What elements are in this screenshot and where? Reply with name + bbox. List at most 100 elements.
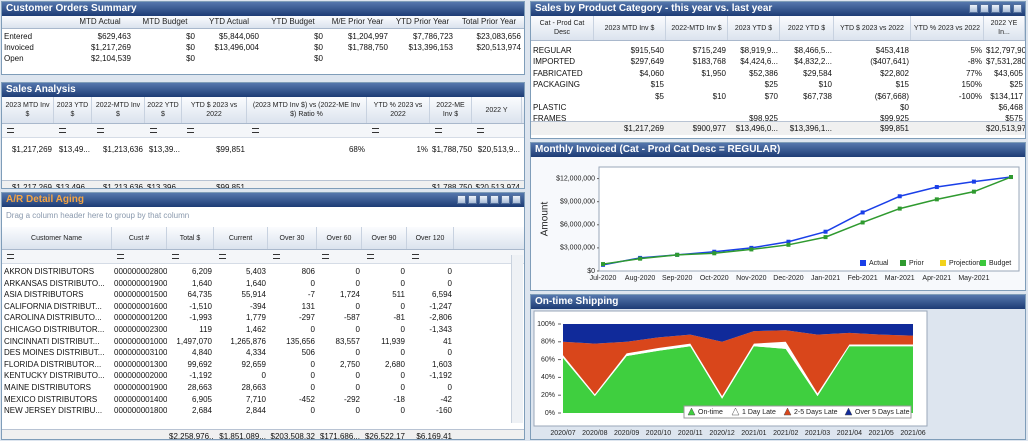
filter-cell [367, 125, 430, 136]
cell: 5% [970, 46, 982, 55]
cell: 2,684 [191, 406, 212, 416]
legend-swatch [940, 260, 946, 266]
cell: $13,396,... [147, 183, 182, 189]
cell: $8,919,9... [740, 46, 778, 55]
cell [666, 113, 728, 121]
cell: NEW JERSEY DISTRIBU... [4, 406, 103, 416]
cell: 1,779 [245, 313, 266, 323]
filter-icon [219, 254, 226, 259]
data-row: ASIA DISTRIBUTORS 000000001500 64,735 55,91… [2, 289, 524, 301]
cell: 0 [355, 324, 360, 334]
cell: FLORIDA DISTRIBUTOR... [4, 359, 102, 369]
cell: YTD Budget [271, 17, 315, 26]
line-chart: $0 $3,000,000 $6,000,000 $9,000,000 $12,000,… [531, 157, 1025, 290]
y-tick-label: $9,000,000 [560, 199, 595, 206]
y-tick-label: 80% [541, 339, 555, 346]
filter-icon [367, 254, 374, 259]
header-row: 2023 MTD Inv $2023 YTD $2022-MTD Inv $20… [2, 97, 524, 124]
cell [531, 91, 594, 102]
cell: $5,844,060 [218, 32, 259, 41]
cell: 0 [400, 278, 405, 288]
cell [666, 79, 728, 90]
point [675, 252, 680, 257]
sales-analysis-panel: Sales Analysis 2023 MTD Inv $2023 YTD $2… [1, 82, 525, 189]
filter-icon [273, 254, 280, 259]
cell: 000000001400 [114, 394, 167, 404]
legend-label: Projection [949, 260, 980, 267]
cell [780, 102, 834, 113]
cell: IMPORTED [533, 57, 576, 67]
cell: $2,258,976... [169, 432, 214, 440]
toolbar[interactable] [457, 195, 521, 204]
point [897, 206, 902, 211]
cell: YTD Actual [208, 17, 249, 26]
cell: $915,540 [630, 46, 664, 55]
cell: -587 [343, 313, 360, 323]
cell: -452 [298, 394, 315, 404]
cell: 2,844 [245, 406, 266, 416]
legend-label: Budget [989, 260, 1011, 267]
cell: $134,117 [990, 91, 1023, 101]
panel-title: Monthly Invoiced (Cat - Prod Cat Desc = … [531, 143, 1025, 157]
cell: $1,217,269 [90, 43, 131, 52]
cell: 1,265,876 [230, 336, 266, 346]
cell: $183,768 [692, 57, 726, 67]
cell: $1,788,750 [432, 145, 472, 154]
legend-swatch [844, 407, 853, 416]
cell: $1,788,750 [432, 183, 472, 189]
orders-summary-panel: Customer Orders Summary MTD Actual MTD Bu… [1, 1, 525, 75]
x-tick-label: 2020/07 [550, 430, 575, 437]
cell: 511 [392, 290, 405, 300]
cell: $0 [314, 32, 323, 41]
cell: -1,343 [429, 324, 452, 334]
cell [666, 102, 728, 113]
filter-icon [7, 254, 14, 259]
cell: 64,735 [187, 290, 212, 300]
cell: 2022-ME Inv $ [430, 97, 472, 123]
x-tick-label: 2021/04 [837, 430, 862, 437]
cell: -1,510 [189, 301, 212, 311]
y-tick-label: 100% [537, 321, 555, 328]
filter-icon [59, 128, 66, 133]
cell: 2022-MTD Inv $ [666, 16, 728, 40]
area [563, 341, 913, 399]
cell: 1,462 [245, 324, 266, 334]
cell: 0 [447, 278, 452, 288]
cell: $10 [818, 80, 832, 90]
cell: $98,925 [749, 114, 778, 121]
cell: 2023 MTD Inv $ [2, 97, 54, 123]
cell: 1,640 [245, 278, 266, 288]
cell: Entered [4, 32, 33, 41]
scrollbar[interactable] [511, 255, 523, 423]
cell: Open [4, 54, 24, 63]
table: MTD Actual MTD Budget YTD Actual YTD Budget… [2, 16, 524, 69]
cell: 0 [310, 371, 315, 381]
filter-icon [412, 254, 419, 259]
cell: 131 [301, 301, 315, 311]
cell: 806 [301, 267, 315, 276]
panel-title: Customer Orders Summary [2, 2, 524, 16]
x-tick-label: Mar-2021 [885, 275, 915, 282]
x-tick-label: 2021/01 [741, 430, 766, 437]
toolbar[interactable] [969, 4, 1022, 13]
point [860, 210, 865, 215]
filter-cell [54, 125, 92, 136]
filter-icon [172, 254, 179, 259]
cell: 506 [301, 348, 315, 358]
point [712, 251, 717, 256]
cell: ASIA DISTRIBUTORS [4, 290, 84, 300]
legend-label: 1 Day Late [742, 409, 776, 416]
cell: -1,192 [429, 371, 452, 381]
cell: 0 [261, 371, 266, 381]
cell: PACKAGING [533, 80, 580, 90]
cell: Total $ [167, 227, 214, 249]
data-row: Invoiced $1,217,269 $0 $13,496,004 $0 $1,788,… [2, 42, 524, 53]
y-tick-label: 0% [545, 410, 555, 417]
cell: 0 [400, 406, 405, 416]
cell: Total Prior Year [461, 17, 517, 26]
x-tick-label: Apr-2021 [922, 275, 951, 282]
cell: 1,724 [339, 290, 360, 300]
cell: 0 [355, 267, 360, 276]
cell: $10 [712, 91, 726, 101]
